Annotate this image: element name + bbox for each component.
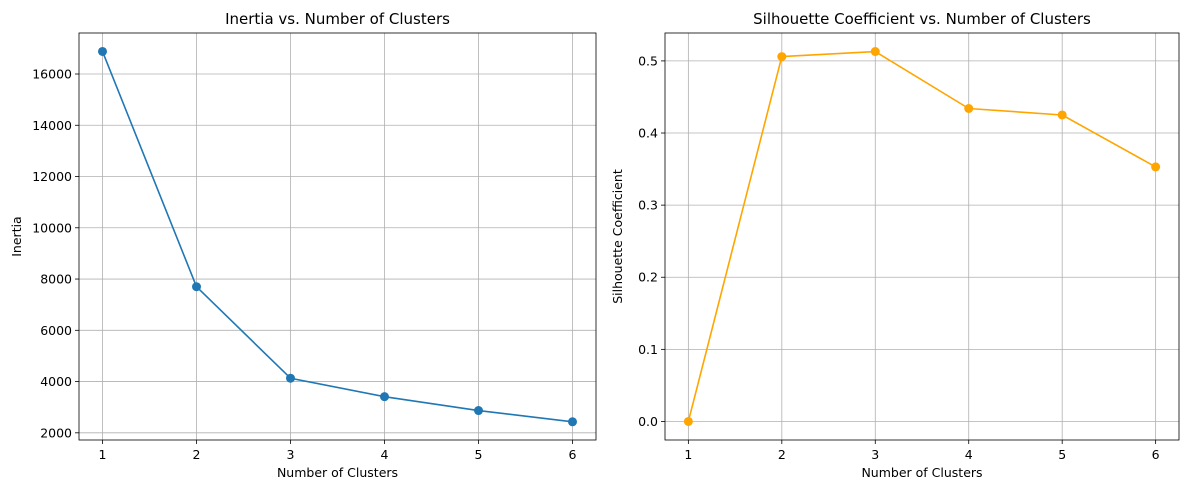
y-tick-label: 0.1	[638, 342, 658, 357]
y-axis-label: Inertia	[9, 216, 24, 256]
series-line	[687, 50, 1157, 422]
chart-title: Inertia vs. Number of Clusters	[225, 10, 450, 28]
y-tick-label: 14000	[32, 118, 72, 133]
x-tick-label: 4	[965, 447, 973, 462]
plot-frame	[664, 32, 1180, 441]
y-tick-label: 10000	[32, 220, 72, 235]
y-axis-label: Silhouette Coefficient	[610, 169, 625, 304]
y-tick-label: 2000	[40, 425, 72, 440]
y-tick-label: 4000	[40, 374, 72, 389]
plot-frame	[78, 32, 597, 441]
data-point	[777, 52, 787, 62]
data-point	[98, 46, 107, 56]
y-tick-label: 16000	[32, 67, 72, 82]
x-tick-label: 4	[381, 447, 389, 462]
x-axis-label: Number of Clusters	[277, 465, 398, 480]
x-axis-label: Number of Clusters	[861, 465, 982, 480]
x-tick-label: 6	[569, 447, 577, 462]
data-point	[964, 104, 974, 114]
data-point	[474, 406, 483, 416]
grid-lines	[665, 33, 1179, 440]
data-point	[286, 373, 295, 383]
grid-lines	[79, 33, 596, 440]
x-tick-label: 3	[287, 447, 295, 462]
x-tick-label: 5	[475, 447, 483, 462]
silhouette-chart: 1 2 3 4 5 6 0.0 0.1 0.2 0.3 0.4 0.5 Silhouette Coeff…	[610, 10, 1180, 480]
y-tick-label: 0.5	[638, 53, 658, 68]
x-tick-label: 2	[778, 447, 786, 462]
x-tick-label: 6	[1152, 447, 1160, 462]
y-tick-label: 0.4	[638, 126, 658, 141]
x-tick-label: 1	[684, 447, 692, 462]
data-point	[568, 417, 577, 427]
data-point	[1057, 110, 1067, 120]
x-tick-label: 5	[1058, 447, 1066, 462]
inertia-chart: 1 2 3 4 5 6 2000 4000 6000 8000 10000 12000 14000 160…	[9, 10, 597, 480]
y-tick-label: 0.0	[638, 414, 658, 429]
x-tick-label: 2	[193, 447, 201, 462]
data-point	[1151, 162, 1161, 172]
data-point	[870, 47, 880, 57]
y-tick-label: 6000	[40, 323, 72, 338]
data-point	[192, 282, 201, 292]
x-tick-label: 3	[871, 447, 879, 462]
x-tick-label: 1	[99, 447, 107, 462]
series-line	[101, 51, 573, 423]
chart-title: Silhouette Coefficient vs. Number of Clu…	[753, 10, 1091, 28]
y-tick-label: 0.2	[638, 270, 658, 285]
y-tick-label: 0.3	[638, 198, 658, 213]
data-point	[380, 392, 389, 402]
y-tick-label: 12000	[32, 169, 72, 184]
data-point	[683, 416, 693, 426]
y-tick-label: 8000	[40, 272, 72, 287]
